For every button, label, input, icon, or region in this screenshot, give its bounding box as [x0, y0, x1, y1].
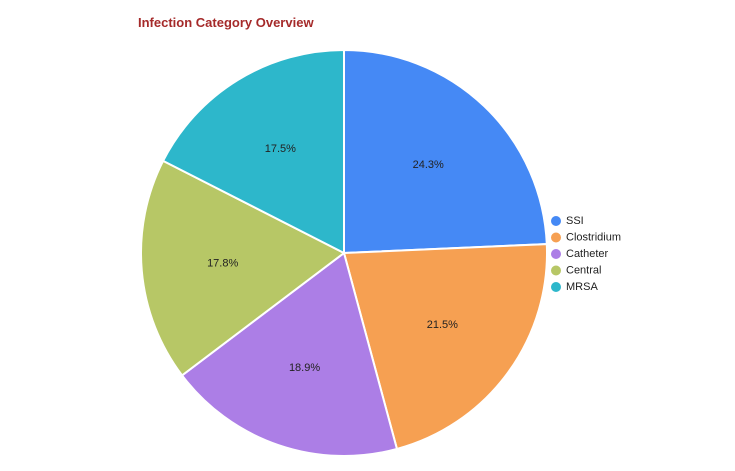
legend-item-mrsa[interactable]: MRSA — [551, 281, 598, 293]
pie-labels: 24.3% 21.5% 18.9% 17.8% 17.5% — [207, 143, 458, 374]
slice-label-central: 17.8% — [207, 258, 238, 270]
pie-slices — [140, 48, 548, 457]
chart-title: Infection Category Overview — [138, 15, 314, 30]
legend-swatch-catheter — [551, 249, 561, 259]
legend-item-central[interactable]: Central — [551, 264, 601, 276]
legend-swatch-mrsa — [551, 282, 561, 292]
pie-slice-ssi[interactable] — [343, 48, 548, 255]
pie-slice-mrsa[interactable] — [161, 48, 345, 255]
slice-label-catheter: 18.9% — [289, 362, 320, 374]
legend-swatch-ssi — [551, 216, 561, 226]
legend-label-mrsa: MRSA — [566, 281, 598, 293]
legend-label-central: Central — [566, 264, 601, 276]
legend-label-catheter: Catheter — [566, 248, 609, 260]
legend-item-catheter[interactable]: Catheter — [551, 248, 609, 260]
legend-label-clostridium: Clostridium — [566, 231, 621, 243]
legend-item-clostridium[interactable]: Clostridium — [551, 231, 621, 243]
legend-label-ssi: SSI — [566, 215, 584, 227]
legend-swatch-clostridium — [551, 232, 561, 243]
pie-slice-central[interactable] — [140, 159, 346, 377]
legend-swatch-central — [551, 265, 561, 276]
slice-label-mrsa: 17.5% — [265, 143, 296, 155]
pie-slice-catheter[interactable] — [180, 251, 399, 457]
legend: SSI Clostridium Catheter Central MRSA — [551, 215, 621, 293]
slice-label-clostridium: 21.5% — [427, 319, 458, 331]
pie-slice-clostridium[interactable] — [342, 243, 548, 451]
legend-item-ssi[interactable]: SSI — [551, 215, 584, 227]
slice-label-ssi: 24.3% — [413, 159, 444, 171]
